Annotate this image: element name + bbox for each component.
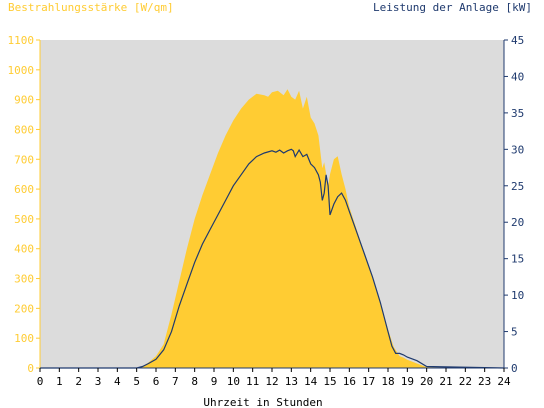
x-tick-label: 0	[37, 375, 44, 388]
x-tick-label: 5	[133, 375, 140, 388]
left-tick-label: 800	[14, 123, 34, 136]
x-tick-label: 17	[362, 375, 375, 388]
x-tick-label: 23	[478, 375, 491, 388]
left-tick-label: 900	[14, 94, 34, 107]
right-tick-label: 0	[511, 362, 518, 375]
right-tick-label: 40	[511, 70, 524, 83]
right-tick-label: 25	[511, 180, 524, 193]
x-tick-label: 22	[459, 375, 472, 388]
left-tick-label: 300	[14, 273, 34, 286]
left-tick-label: 0	[27, 362, 34, 375]
x-tick-label: 15	[323, 375, 336, 388]
irradiance-area	[40, 89, 504, 368]
left-tick-label: 100	[14, 332, 34, 345]
x-tick-label: 13	[285, 375, 298, 388]
left-tick-label: 500	[14, 213, 34, 226]
x-axis-label: Uhrzeit in Stunden	[203, 396, 322, 408]
x-tick-label: 8	[191, 375, 198, 388]
right-tick-label: 10	[511, 289, 524, 302]
series-layer	[40, 89, 505, 369]
x-tick-label: 2	[75, 375, 82, 388]
right-tick-label: 30	[511, 143, 524, 156]
right-tick-label: 45	[511, 34, 524, 47]
x-tick-label: 6	[153, 375, 160, 388]
x-tick-label: 24	[497, 375, 511, 388]
x-tick-label: 16	[343, 375, 356, 388]
left-tick-label: 700	[14, 153, 34, 166]
right-tick-label: 5	[511, 326, 518, 339]
x-tick-label: 14	[304, 375, 318, 388]
x-tick-label: 12	[265, 375, 278, 388]
x-tick-label: 3	[95, 375, 102, 388]
x-tick-label: 4	[114, 375, 121, 388]
left-tick-label: 1000	[8, 64, 35, 77]
x-tick-label: 10	[227, 375, 240, 388]
x-tick-label: 11	[246, 375, 259, 388]
left-tick-label: 600	[14, 183, 34, 196]
right-tick-label: 15	[511, 253, 524, 266]
left-tick-label: 200	[14, 302, 34, 315]
x-tick-label: 9	[211, 375, 218, 388]
left-axis-title: Bestrahlungsstärke [W/qm]	[8, 1, 174, 14]
right-tick-label: 20	[511, 216, 524, 229]
x-tick-label: 1	[56, 375, 63, 388]
right-axis-title: Leistung der Anlage [kW]	[373, 1, 532, 14]
left-tick-label: 1100	[8, 34, 35, 47]
right-tick-label: 35	[511, 107, 524, 120]
x-tick-label: 20	[420, 375, 433, 388]
axes-layer: 0100200300400500600700800900100011000510…	[8, 34, 525, 388]
x-tick-label: 19	[401, 375, 414, 388]
power-line	[40, 148, 505, 369]
x-tick-label: 21	[439, 375, 452, 388]
x-tick-label: 18	[381, 375, 394, 388]
x-tick-label: 7	[172, 375, 179, 388]
left-tick-label: 400	[14, 243, 34, 256]
